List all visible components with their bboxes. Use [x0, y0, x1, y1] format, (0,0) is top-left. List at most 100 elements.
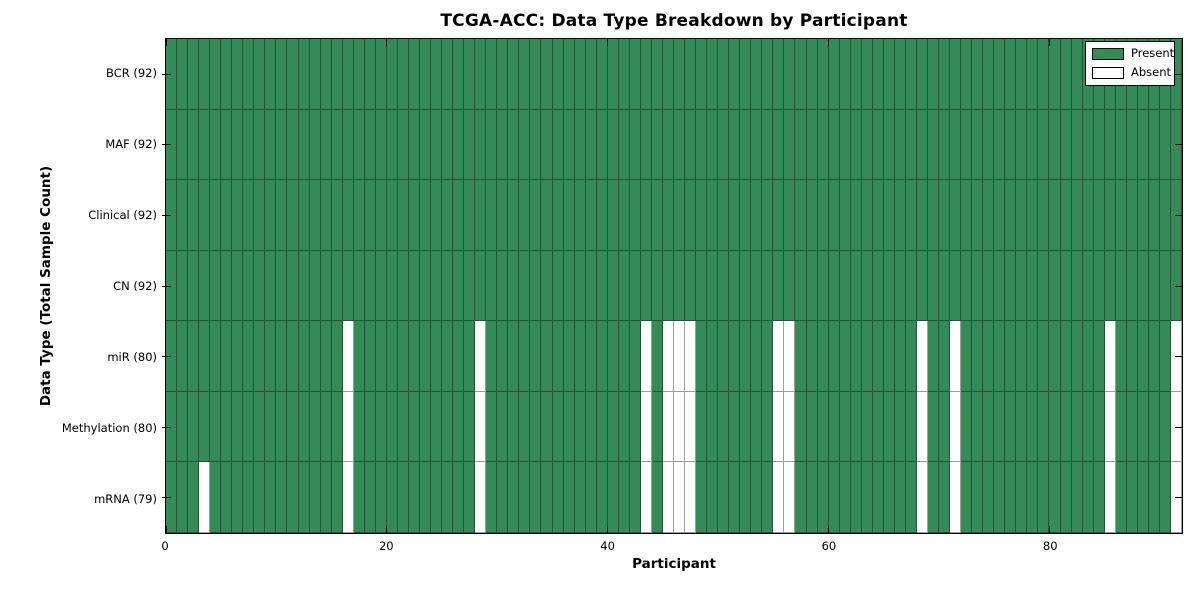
matrix-cell	[950, 180, 962, 251]
matrix-cell	[629, 391, 641, 463]
x-tick-mark	[165, 526, 167, 533]
y-tick-mark	[162, 73, 171, 75]
matrix-cell	[618, 109, 630, 181]
matrix-cell	[519, 109, 531, 181]
matrix-cell	[177, 109, 189, 181]
matrix-cell	[894, 109, 906, 181]
matrix-cell	[850, 180, 862, 251]
matrix-cell	[574, 391, 586, 463]
matrix-cell	[519, 39, 531, 110]
matrix-cell	[199, 250, 211, 322]
matrix-cell	[673, 321, 686, 392]
matrix-cell	[751, 39, 763, 110]
matrix-cell	[408, 180, 420, 251]
matrix-cell	[397, 39, 409, 110]
matrix-cell	[629, 462, 641, 533]
matrix-cell	[872, 391, 884, 463]
x-tick-mark	[607, 39, 609, 46]
matrix-cell	[1038, 462, 1050, 533]
matrix-cell	[265, 180, 277, 251]
matrix-cell	[397, 180, 409, 251]
matrix-cell	[640, 321, 652, 392]
matrix-cell	[1060, 250, 1072, 322]
matrix-cell	[254, 39, 266, 110]
matrix-cell	[309, 39, 321, 110]
matrix-cell	[762, 109, 774, 181]
matrix-cell	[276, 391, 288, 463]
matrix-cell	[673, 462, 686, 533]
matrix-cell	[916, 321, 928, 392]
matrix-cell	[1104, 180, 1116, 251]
matrix-cell	[1016, 180, 1028, 251]
matrix-cell	[508, 109, 520, 181]
matrix-cell	[353, 109, 365, 181]
y-tick-mark	[1175, 144, 1182, 146]
x-tick-mark	[828, 526, 830, 533]
matrix-cell	[673, 180, 686, 251]
matrix-cell	[762, 39, 774, 110]
matrix-cell	[519, 462, 531, 533]
matrix-cell	[1148, 321, 1160, 392]
matrix-cell	[177, 391, 189, 463]
matrix-cell	[905, 180, 917, 251]
matrix-cell	[1049, 321, 1061, 392]
matrix-cell	[894, 462, 906, 533]
matrix-cell	[972, 321, 984, 392]
matrix-cell	[861, 109, 873, 181]
matrix-cell	[386, 180, 398, 251]
matrix-cell	[685, 250, 697, 322]
matrix-cell	[287, 109, 299, 181]
matrix-cell	[817, 391, 829, 463]
matrix-cell	[1005, 462, 1017, 533]
matrix-cell	[795, 39, 807, 110]
matrix-cell	[342, 462, 354, 533]
matrix-cell	[607, 462, 619, 533]
matrix-cell	[685, 39, 697, 110]
matrix-cell	[552, 391, 564, 463]
matrix-cell	[883, 109, 895, 181]
matrix-cell	[188, 39, 200, 110]
matrix-cell	[1027, 391, 1039, 463]
matrix-cell	[1148, 109, 1160, 181]
matrix-cell	[994, 321, 1006, 392]
matrix-cell	[419, 109, 432, 181]
matrix-cell	[1038, 250, 1050, 322]
matrix-cell	[320, 180, 332, 251]
matrix-cell	[651, 250, 663, 322]
matrix-cell	[961, 250, 973, 322]
matrix-cell	[320, 109, 332, 181]
matrix-cell	[707, 250, 719, 322]
matrix-cell	[1060, 321, 1072, 392]
matrix-cell	[1148, 391, 1160, 463]
matrix-cell	[431, 39, 443, 110]
matrix-cell	[773, 321, 785, 392]
matrix-cell	[817, 321, 829, 392]
matrix-cell	[828, 109, 840, 181]
matrix-cell	[1104, 391, 1116, 463]
matrix-cell	[353, 180, 365, 251]
matrix-cell	[718, 250, 730, 322]
matrix-cell	[1093, 462, 1105, 533]
matrix-cell	[1104, 462, 1116, 533]
matrix-cell	[508, 462, 520, 533]
matrix-cell	[596, 39, 608, 110]
matrix-cell	[618, 462, 630, 533]
matrix-cell	[718, 391, 730, 463]
matrix-cell	[453, 250, 465, 322]
matrix-cell	[673, 391, 686, 463]
matrix-cell	[607, 109, 619, 181]
matrix-cell	[1071, 39, 1083, 110]
matrix-cell	[839, 109, 851, 181]
legend-label-present: Present	[1131, 46, 1175, 61]
x-tick-mark	[607, 526, 609, 533]
matrix-cell	[607, 391, 619, 463]
matrix-cell	[784, 391, 796, 463]
matrix-cell	[408, 462, 420, 533]
matrix-cell	[905, 39, 917, 110]
matrix-cell	[210, 391, 222, 463]
matrix-cell	[475, 180, 487, 251]
matrix-cell	[994, 109, 1006, 181]
matrix-cell	[1038, 321, 1050, 392]
matrix-cell	[188, 250, 200, 322]
matrix-cell	[1027, 109, 1039, 181]
